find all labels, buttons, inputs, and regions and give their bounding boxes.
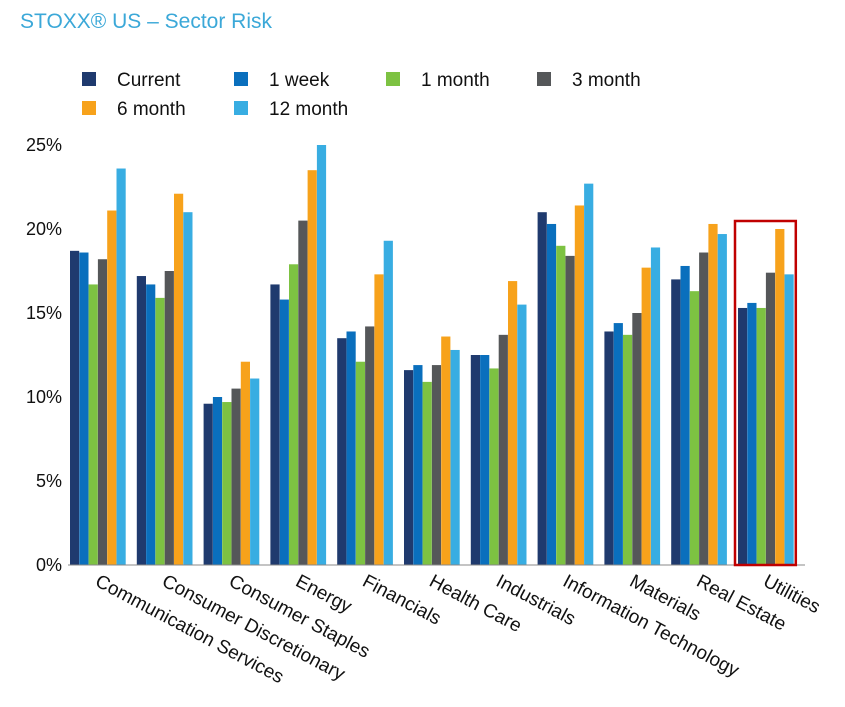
- y-tick-label: 5%: [36, 471, 62, 491]
- bar-6-month: [374, 274, 384, 565]
- bar-6-month: [107, 210, 117, 565]
- bar-3-month: [632, 313, 642, 565]
- bar-6-month: [174, 193, 184, 565]
- bar-1-week: [480, 355, 490, 565]
- chart-title: STOXX® US – Sector Risk: [20, 10, 272, 33]
- bar-12-month: [584, 183, 594, 565]
- bar-3-month: [97, 259, 108, 565]
- bar-3-month: [699, 252, 709, 565]
- bar-3-month: [298, 220, 308, 565]
- bar-1-week: [680, 265, 690, 565]
- legend-label: 1 month: [421, 70, 490, 91]
- legend-swatch: [234, 101, 248, 115]
- bar-6-month: [307, 170, 317, 565]
- bar-1-week: [747, 302, 757, 565]
- bar-1-month: [489, 368, 499, 565]
- bar-current: [604, 331, 614, 565]
- bar-current: [203, 403, 213, 565]
- legend-swatch: [82, 101, 96, 115]
- bar-1-week: [346, 331, 356, 565]
- bar-6-month: [574, 205, 584, 566]
- bar-current: [337, 338, 347, 565]
- bar-3-month: [231, 388, 241, 565]
- bar-12-month: [784, 274, 794, 565]
- y-tick-label: 0%: [36, 555, 62, 575]
- legend-label: 12 month: [269, 99, 348, 120]
- bar-12-month: [517, 304, 527, 565]
- bar-current: [470, 355, 480, 565]
- y-tick-label: 15%: [26, 303, 62, 323]
- bar-6-month: [508, 281, 518, 565]
- bar-12-month: [650, 247, 661, 566]
- legend-label: 6 month: [117, 99, 186, 120]
- y-tick-label: 25%: [26, 135, 62, 155]
- bar-12-month: [183, 212, 193, 565]
- bar-3-month: [431, 365, 442, 565]
- bar-3-month: [164, 271, 174, 565]
- legend-swatch: [82, 72, 96, 86]
- bar-3-month: [365, 326, 375, 565]
- bar-3-month: [765, 272, 776, 565]
- bar-1-week: [613, 323, 623, 565]
- bar-1-month: [88, 284, 98, 565]
- bar-1-week: [413, 365, 423, 565]
- bar-1-week: [279, 299, 289, 565]
- legend-label: Current: [117, 70, 181, 91]
- legend-swatch: [537, 72, 551, 86]
- bar-12-month: [316, 145, 327, 565]
- bar-1-week: [79, 252, 89, 565]
- bar-6-month: [641, 267, 651, 565]
- bar-1-week: [546, 223, 557, 565]
- bar-1-month: [355, 361, 365, 565]
- bar-12-month: [250, 378, 260, 565]
- bar-1-month: [623, 334, 633, 565]
- bar-1-month: [289, 264, 299, 565]
- bar-12-month: [717, 234, 727, 566]
- bar-6-month: [240, 361, 250, 565]
- bar-6-month: [775, 229, 785, 565]
- bar-1-month: [756, 307, 766, 565]
- bar-12-month: [450, 349, 460, 565]
- bar-1-month: [155, 297, 165, 565]
- bar-current: [671, 279, 681, 565]
- bar-current: [70, 250, 80, 565]
- bar-1-month: [422, 381, 432, 565]
- bar-12-month: [116, 168, 126, 565]
- bar-3-month: [498, 334, 508, 565]
- bar-1-month: [556, 245, 566, 566]
- bar-1-week: [146, 284, 156, 565]
- legend-swatch: [234, 72, 248, 86]
- bar-3-month: [565, 255, 575, 565]
- bar-1-week: [212, 397, 223, 565]
- bar-1-month: [222, 402, 232, 565]
- bar-12-month: [383, 240, 393, 565]
- legend-label: 3 month: [572, 70, 641, 91]
- bar-current: [404, 370, 414, 565]
- legend-label: 1 week: [269, 70, 330, 91]
- bar-current: [738, 307, 748, 565]
- highlight-box: [733, 219, 798, 567]
- legend-swatch: [386, 72, 400, 86]
- bar-6-month: [441, 336, 451, 565]
- y-tick-label: 20%: [26, 219, 62, 239]
- bar-1-month: [689, 291, 699, 565]
- bar-current: [270, 284, 280, 565]
- bar-6-month: [708, 223, 718, 565]
- y-tick-label: 10%: [26, 387, 62, 407]
- bar-current: [136, 276, 146, 565]
- bar-current: [537, 212, 547, 565]
